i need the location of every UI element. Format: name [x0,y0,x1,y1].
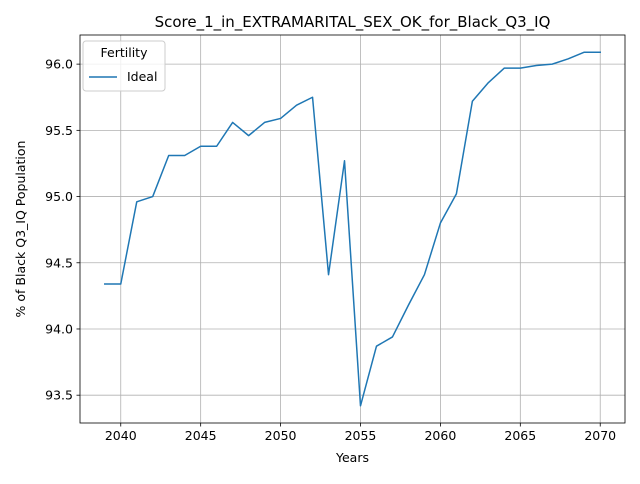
y-tick-label: 93.5 [45,388,73,403]
y-axis-label: % of Black Q3_IQ Population [13,141,28,318]
legend-label-ideal: Ideal [127,69,157,84]
x-tick-label: 2040 [105,428,137,443]
series-line-ideal [104,51,601,407]
plot-frame [79,34,626,424]
y-tick-label: 94.0 [45,321,73,336]
x-axis-label: Years [335,450,369,465]
chart-title: Score_1_in_EXTRAMARITAL_SEX_OK_for_Black… [155,13,551,32]
legend: Fertility Ideal [82,40,166,92]
legend-title: Fertility [101,45,149,60]
y-tick-label: 96.0 [45,57,73,72]
axis-ticks: 2040 2045 2050 2055 2060 2065 2070 93.5 94.0 94.5… [45,57,616,443]
y-tick-label: 94.5 [45,255,73,270]
legend-box [82,40,166,92]
grid-lines [80,35,625,423]
x-tick-label: 2065 [504,428,536,443]
x-tick-label: 2060 [424,428,456,443]
series-layer [104,51,601,407]
x-tick-label: 2055 [345,428,377,443]
y-tick-label: 95.5 [45,123,73,138]
x-tick-label: 2050 [265,428,297,443]
y-tick-label: 95.0 [45,189,73,204]
x-tick-label: 2070 [584,428,616,443]
x-tick-label: 2045 [185,428,217,443]
